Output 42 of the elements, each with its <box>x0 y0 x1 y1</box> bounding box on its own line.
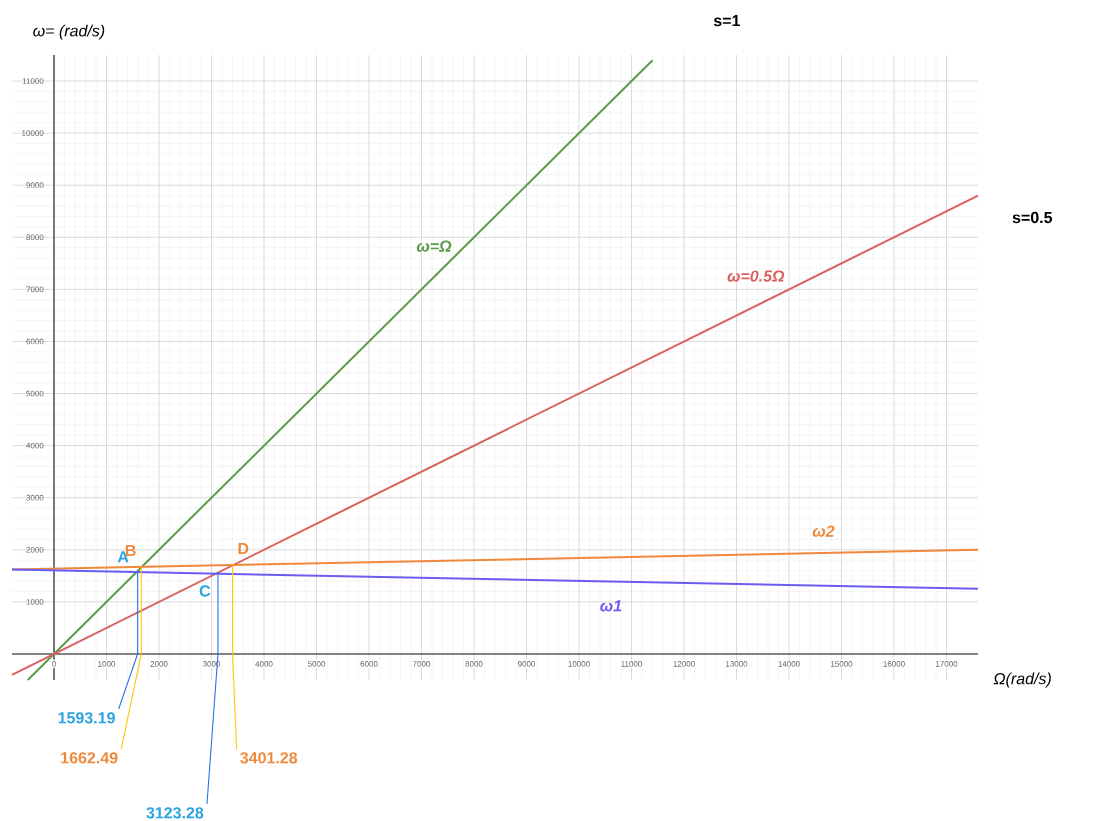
x-tick-label: 12000 <box>673 660 695 667</box>
series-label: ω1 <box>600 600 622 612</box>
y-tick-label: 6000 <box>26 338 44 345</box>
x-tick-label: 9000 <box>517 660 536 667</box>
x-tick-label: 11000 <box>621 660 643 667</box>
y-tick-label: 2000 <box>26 546 44 553</box>
annotation: D <box>238 542 249 554</box>
x-tick-label: 10000 <box>568 660 590 667</box>
x-tick-label: 14000 <box>778 660 800 667</box>
y-tick-label: 10000 <box>22 130 44 136</box>
x-tick-label: 17000 <box>935 660 958 667</box>
y-tick-label: 9000 <box>26 182 44 188</box>
x-tick-label: 4000 <box>255 660 273 667</box>
y-axis-title: ω= (rad/s) <box>33 24 105 40</box>
y-tick-label: 1000 <box>26 598 44 605</box>
y-tick-label: 8000 <box>26 234 44 241</box>
text: s=1 <box>713 15 740 27</box>
annotation: 1662.49 <box>61 752 118 764</box>
x-tick-label: 1000 <box>98 660 116 667</box>
y-tick-label: 3000 <box>26 494 44 501</box>
y-tick-label: 5000 <box>26 390 44 397</box>
series-label: ω2 <box>812 525 835 537</box>
x-tick-label: 0 <box>52 660 56 667</box>
x-axis-title: Ω(rad/s) <box>993 672 1051 688</box>
text: s=0.5 <box>1012 211 1053 224</box>
annotation: 3401.28 <box>240 752 298 764</box>
annotation: 1593.19 <box>58 712 115 724</box>
x-tick-label: 6000 <box>360 660 378 667</box>
x-tick-label: 13000 <box>725 660 748 667</box>
annotation: 3123.28 <box>146 807 204 819</box>
annotation: C <box>199 585 211 597</box>
x-tick-label: 7000 <box>413 660 431 667</box>
x-tick-label: 5000 <box>307 660 326 667</box>
x-tick-label: 15000 <box>830 660 853 667</box>
series-label: ω=0.5Ω <box>727 270 785 282</box>
x-tick-label: 8000 <box>465 660 483 667</box>
x-tick-label: 2000 <box>150 660 168 667</box>
x-tick-label: 16000 <box>883 660 905 667</box>
y-tick-label: 11000 <box>22 78 44 84</box>
y-tick-label: 4000 <box>26 442 44 449</box>
y-tick-label: 7000 <box>26 286 44 293</box>
series-label: ω=Ω <box>416 240 452 252</box>
